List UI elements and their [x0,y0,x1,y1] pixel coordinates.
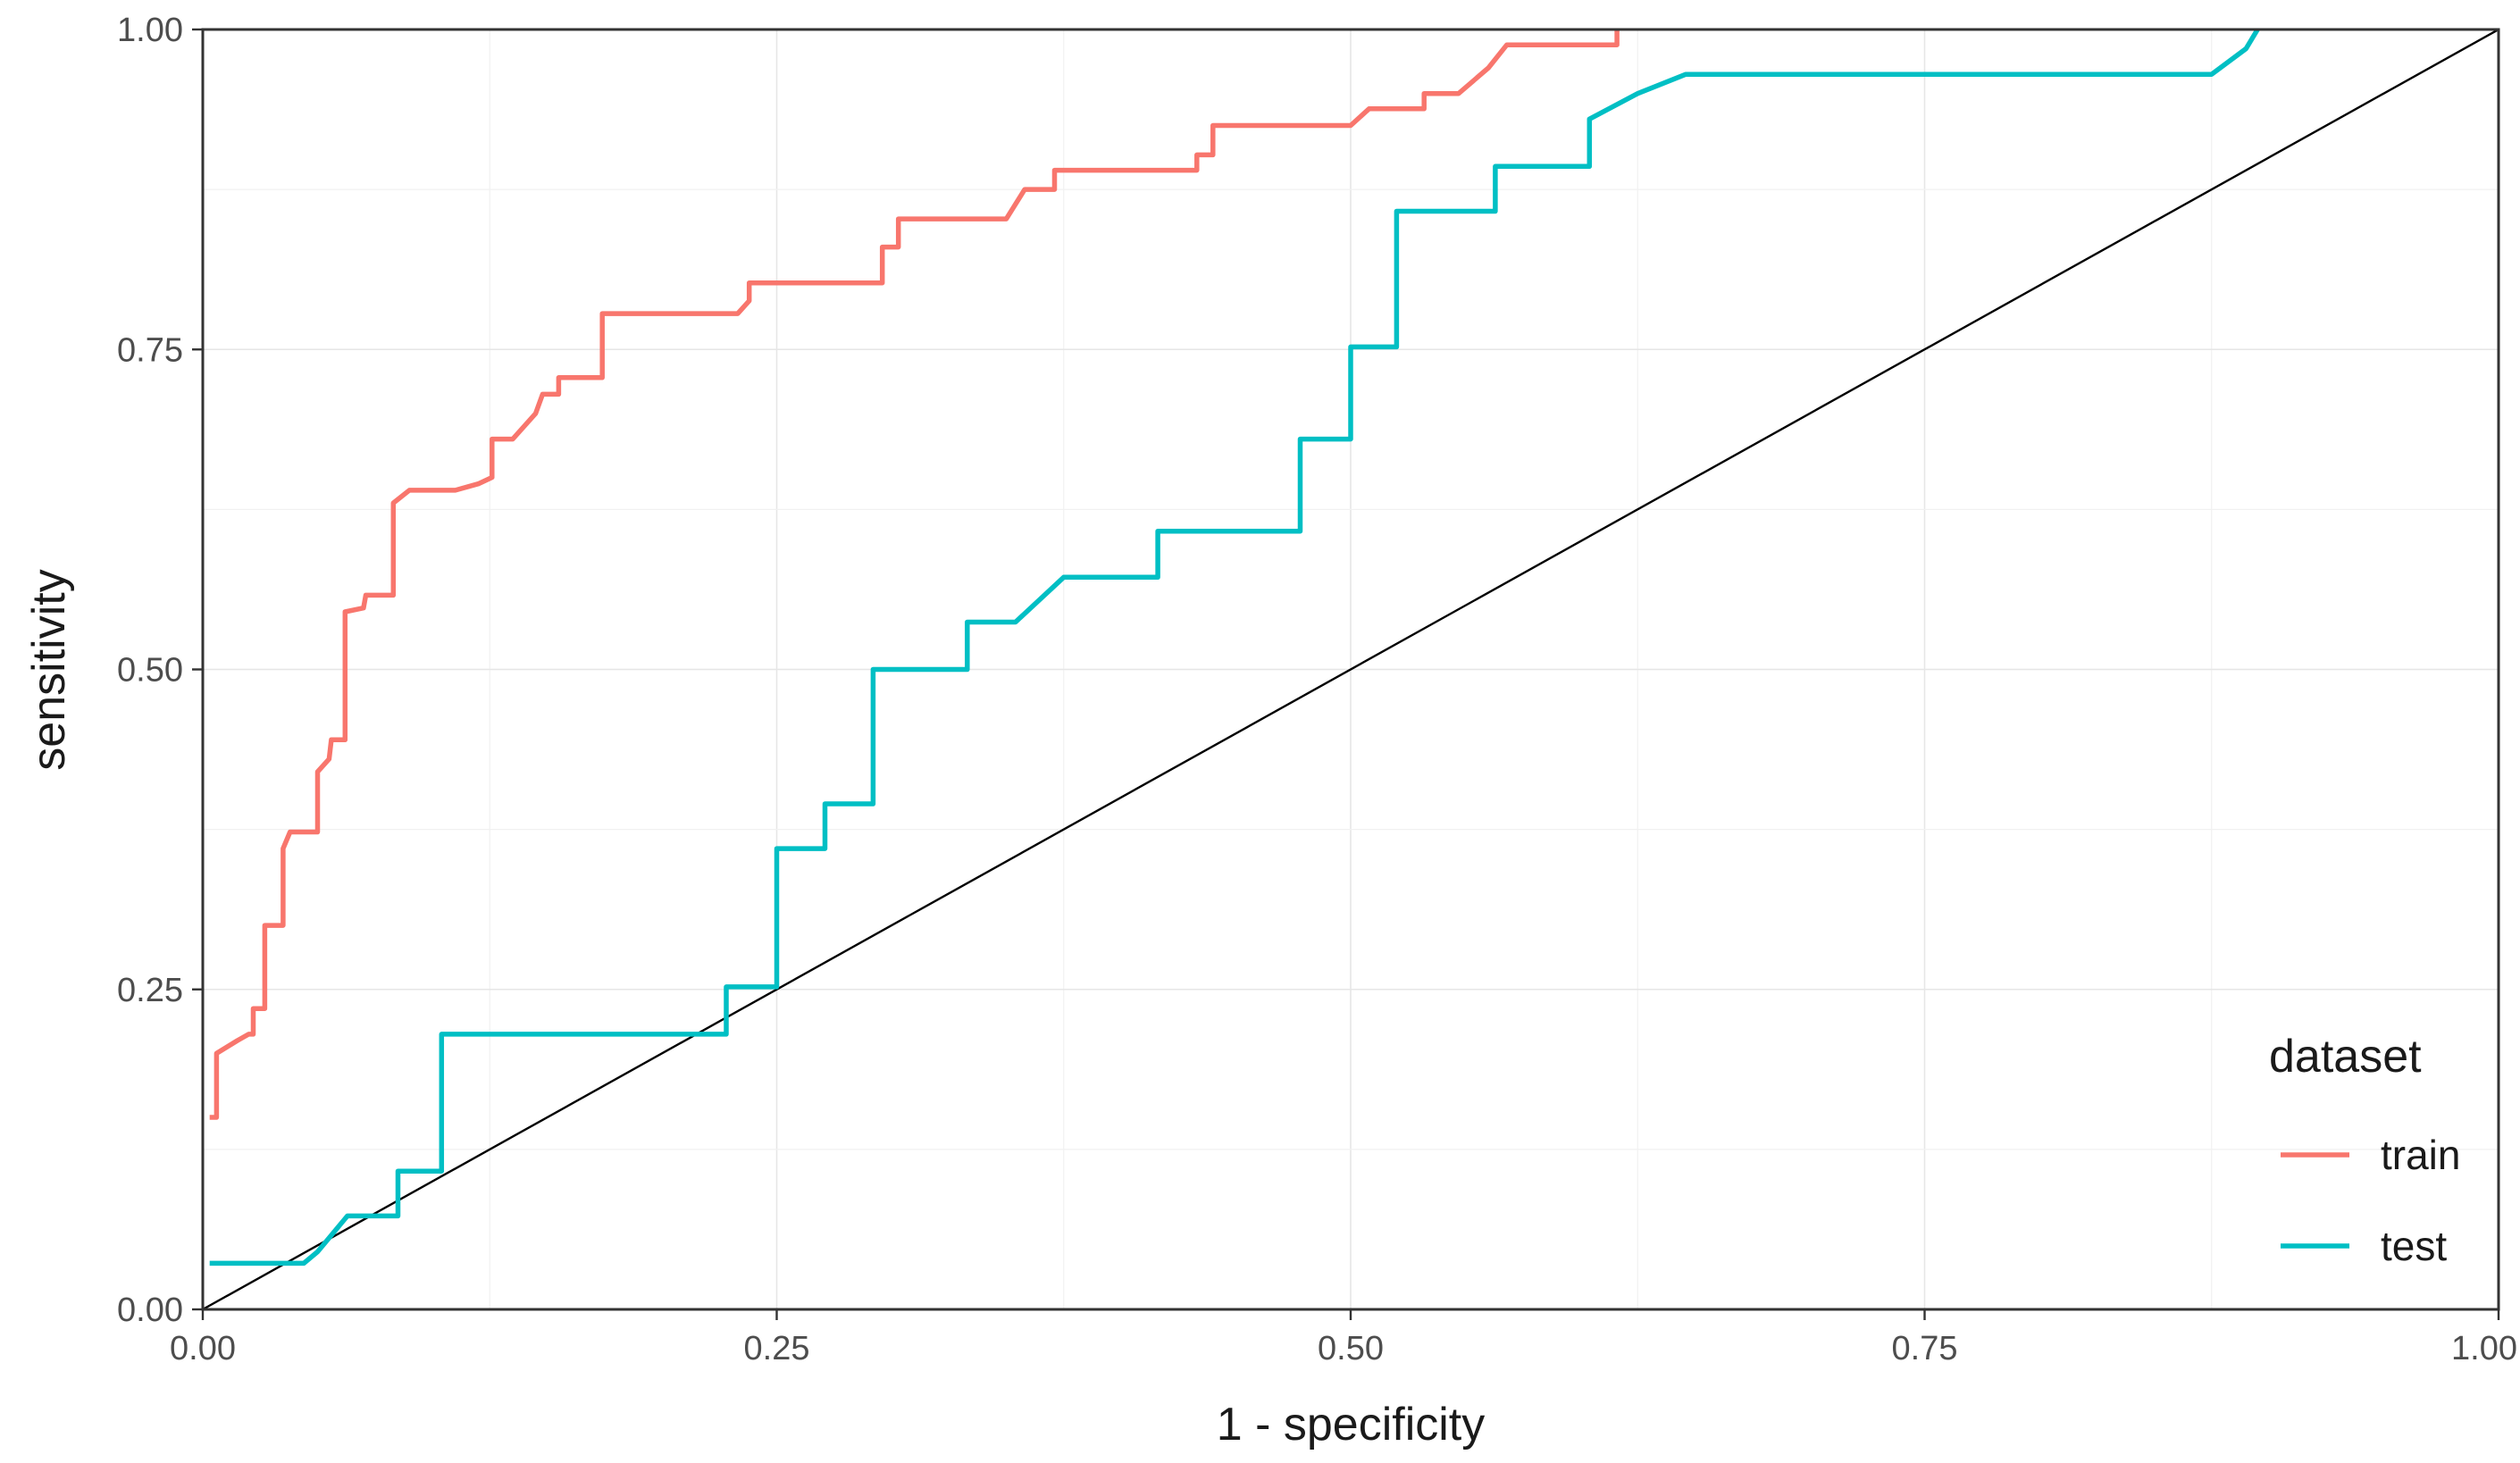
y-tick-label: 1.00 [117,12,183,49]
x-tick-label: 0.00 [170,1330,236,1367]
y-tick-label: 0.50 [117,652,183,690]
x-axis-ticks: 0.00 0.25 0.50 0.75 1.00 [170,1309,2517,1367]
x-tick-label: 0.25 [744,1330,810,1367]
legend: dataset train test [2269,1031,2460,1269]
legend-label-test: test [2381,1223,2447,1269]
legend-items: train test [2281,1132,2460,1269]
y-tick-label: 0.25 [117,972,183,1009]
x-tick-label: 0.75 [1892,1330,1958,1367]
grid [202,29,2499,1310]
series-line-test [209,28,2260,1267]
y-axis-title: sensitivity [23,569,75,770]
reference-diagonal-line [202,28,2499,1311]
y-tick-label: 0.75 [117,331,183,369]
legend-label-train: train [2381,1132,2460,1178]
series-line-train [209,29,1620,1120]
x-tick-label: 1.00 [2451,1330,2517,1367]
series-layer [209,28,2260,1267]
legend-title: dataset [2269,1031,2422,1083]
y-axis-ticks: 0.00 0.25 0.50 0.75 1.00 [117,12,203,1329]
x-axis-title: 1 - specificity [1217,1399,1486,1450]
x-tick-label: 0.50 [1318,1330,1384,1367]
y-tick-label: 0.00 [117,1292,183,1329]
